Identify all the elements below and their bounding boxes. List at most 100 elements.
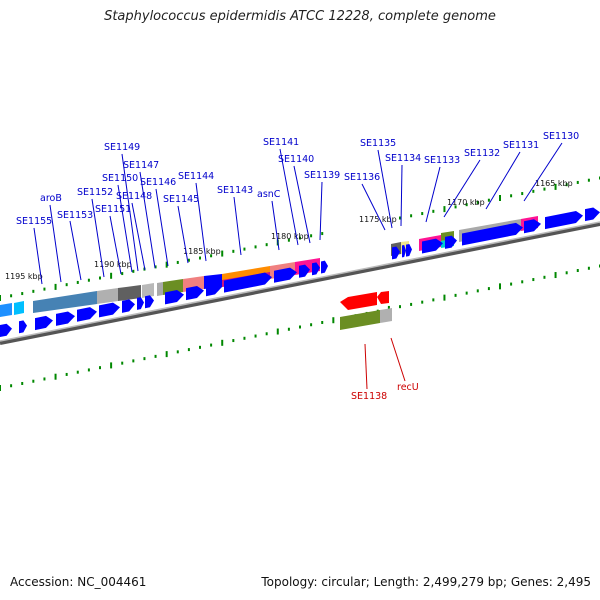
feature-bar: [118, 285, 141, 301]
genome-backbone-highlight: [0, 221, 600, 342]
cds-arrow-forward: [0, 323, 12, 337]
cds-arrow-forward: [206, 282, 222, 297]
leader-line: [139, 171, 156, 269]
leader-line: [523, 142, 563, 202]
gene-label-se1136[interactable]: SE1136: [344, 172, 380, 183]
gene-label-se1147[interactable]: SE1147: [123, 160, 159, 171]
genome-title: Staphylococcus epidermidis ATCC 12228, c…: [104, 9, 496, 24]
kbp-scale: 1195 kbp 1190 kbp 1185 kbp 1180 kbp 1175…: [5, 179, 573, 281]
cds-arrow-forward: [321, 260, 328, 274]
cds-arrow-forward: [406, 243, 412, 257]
gene-label-se1141[interactable]: SE1141: [263, 137, 299, 148]
genome-summary: Topology: circular; Length: 2,499,279 bp…: [261, 575, 591, 589]
leader-line: [177, 205, 189, 264]
gene-label-se1132[interactable]: SE1132: [464, 148, 500, 159]
gene-label-se1144[interactable]: SE1144: [178, 171, 214, 182]
feature-bar: [97, 288, 118, 304]
cds-arrow-reverse: [377, 291, 389, 304]
leader-line: [390, 337, 406, 382]
cds-arrow-forward: [122, 299, 135, 313]
cds-arrow-forward: [35, 315, 53, 331]
forward-cds-arrows: [0, 207, 600, 337]
cds-arrow-forward: [56, 311, 75, 326]
gene-label-se1148[interactable]: SE1148: [116, 191, 152, 202]
leader-line: [271, 200, 280, 251]
gene-label-se1134[interactable]: SE1134: [385, 153, 421, 164]
gene-label-se1153[interactable]: SE1153: [57, 210, 93, 221]
cds-arrow-forward: [19, 320, 27, 334]
gene-label-se1150[interactable]: SE1150: [102, 173, 138, 184]
leader-line: [195, 182, 207, 262]
label-leaders: [33, 142, 563, 390]
cds-arrow-forward: [299, 264, 310, 278]
gene-label-se1135[interactable]: SE1135: [360, 138, 396, 149]
leader-line: [121, 153, 139, 272]
leader-line: [425, 166, 441, 223]
gene-label-se1151[interactable]: SE1151: [95, 204, 131, 215]
feature-bar: [340, 310, 380, 330]
gene-label-se1155[interactable]: SE1155: [16, 216, 52, 227]
genome-backbone: [0, 222, 600, 345]
accession-label: Accession: NC_004461: [10, 575, 147, 589]
feature-bar: [14, 301, 24, 315]
leader-line: [400, 164, 403, 227]
leader-line: [364, 343, 368, 390]
cds-arrow-forward: [186, 285, 204, 301]
cds-arrow-forward: [77, 307, 97, 322]
gene-label-se1133[interactable]: SE1133: [424, 155, 460, 166]
outer-tick-track: [0, 176, 600, 301]
cds-arrow-forward: [445, 235, 457, 249]
cds-arrow-forward: [312, 262, 320, 276]
kbp-label: 1195 kbp: [5, 272, 43, 281]
feature-bar: [0, 303, 12, 317]
leader-line: [117, 184, 133, 273]
leader-line: [377, 149, 393, 229]
gene-label-se1130[interactable]: SE1130: [543, 131, 579, 142]
gene-label-se1146[interactable]: SE1146: [140, 177, 176, 188]
cds-arrow-forward: [462, 222, 523, 246]
gene-labels: SE1155 aroB SE1153 SE1152 SE1151 SE1150 …: [16, 131, 579, 402]
gene-label-se1152[interactable]: SE1152: [77, 187, 113, 198]
gene-label-asnc[interactable]: asnC: [257, 189, 281, 200]
gene-label-recu[interactable]: recU: [397, 382, 419, 393]
feature-bar: [157, 282, 163, 296]
gene-label-se1149[interactable]: SE1149: [104, 142, 140, 153]
feature-bar: [142, 283, 154, 298]
gene-label-se1131[interactable]: SE1131: [503, 140, 539, 151]
cds-arrow-forward: [422, 238, 443, 254]
gene-label-arob[interactable]: aroB: [40, 193, 62, 204]
leader-line: [91, 198, 105, 278]
leader-line: [109, 215, 122, 275]
gene-label-se1138[interactable]: SE1138: [351, 391, 387, 402]
leader-line: [443, 159, 481, 218]
leader-line: [485, 151, 521, 210]
gene-label-se1140[interactable]: SE1140: [278, 154, 314, 165]
leader-line: [319, 181, 323, 241]
kbp-label: 1180 kbp: [271, 232, 309, 241]
leader-line: [233, 196, 242, 256]
cds-arrow-forward: [165, 289, 184, 305]
cds-arrow-forward: [392, 246, 400, 260]
cds-arrow-forward: [585, 207, 600, 222]
cds-arrow-forward: [224, 272, 272, 293]
feature-bar: [380, 308, 392, 323]
cds-arrow-forward: [145, 295, 154, 309]
kbp-label: 1175 kbp: [359, 215, 397, 224]
leader-line: [155, 188, 169, 267]
cds-arrow-forward: [137, 297, 144, 310]
cds-arrow-forward: [402, 244, 406, 258]
kbp-label: 1165 kbp: [535, 179, 573, 188]
leader-line: [361, 183, 386, 231]
cds-arrow-forward: [274, 267, 297, 283]
leader-line: [293, 165, 311, 244]
gene-label-se1139[interactable]: SE1139: [304, 170, 340, 181]
gene-label-se1143[interactable]: SE1143: [217, 185, 253, 196]
kbp-label: 1190 kbp: [94, 260, 132, 269]
cds-arrow-forward: [545, 210, 583, 230]
leader-line: [49, 204, 62, 283]
cds-arrow-forward: [99, 302, 120, 318]
gene-label-se1145[interactable]: SE1145: [163, 194, 199, 205]
cds-arrow-reverse: [340, 292, 377, 310]
leader-line: [279, 148, 299, 246]
